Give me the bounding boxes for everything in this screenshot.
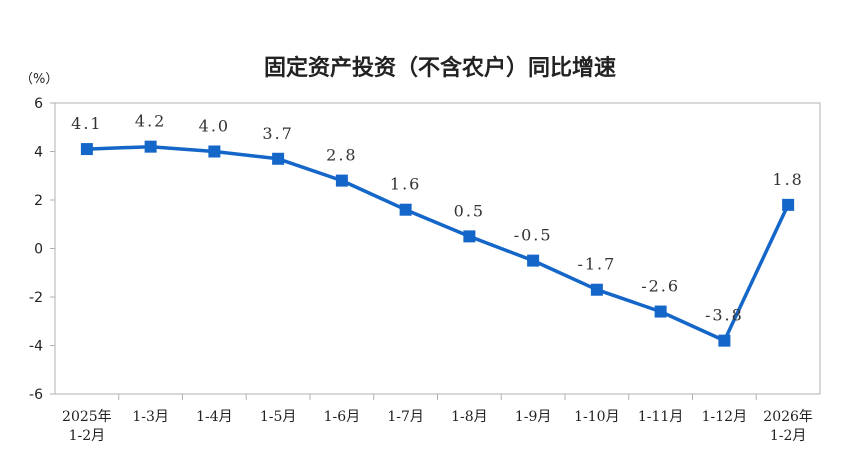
x-tick-label: 2026年 — [763, 409, 813, 425]
data-point-marker — [718, 334, 731, 347]
data-point-marker — [399, 203, 412, 216]
x-tick-label: 1-7月 — [387, 409, 424, 425]
data-label: 3.7 — [262, 124, 293, 143]
data-label: 4.0 — [199, 117, 230, 136]
data-point-marker — [463, 230, 476, 243]
data-label: 1.6 — [390, 175, 421, 194]
data-point-marker — [80, 143, 93, 156]
data-label: -1.7 — [577, 255, 616, 274]
x-tick-label: 1-8月 — [451, 409, 488, 425]
y-tick-label: -6 — [29, 387, 43, 403]
data-point-marker — [208, 145, 221, 158]
data-point-marker — [590, 283, 603, 296]
data-label: 4.2 — [135, 112, 166, 131]
data-point-marker — [335, 174, 348, 187]
x-tick-label: 1-12月 — [702, 409, 747, 425]
data-label: 0.5 — [454, 201, 485, 220]
y-tick-label: 4 — [34, 145, 43, 161]
data-label: -0.5 — [514, 226, 553, 245]
x-tick-label: 1-11月 — [638, 409, 683, 425]
data-label: -2.6 — [641, 277, 680, 296]
y-axis: 6 4 2 0 -2 -4 -6 — [29, 96, 55, 403]
x-tick-label: 1-2月 — [69, 428, 106, 444]
data-labels: 4.1 4.2 4.0 3.7 2.8 1.6 0.5 -0.5 -1.7 -2.6 -3.8 1.8 — [71, 112, 803, 325]
chart-title: 固定资产投资（不含农户）同比增速 — [264, 55, 616, 81]
data-label: 2.8 — [326, 146, 357, 165]
y-tick-label: -2 — [29, 290, 43, 306]
x-tick-label: 1-5月 — [260, 409, 297, 425]
y-tick-label: 2 — [34, 193, 43, 209]
data-point-marker — [527, 254, 540, 267]
y-tick-label: 6 — [34, 96, 43, 112]
x-tick-label: 1-6月 — [324, 409, 361, 425]
y-tick-label: -4 — [29, 339, 43, 355]
x-axis: 2025年 1-2月 1-3月 1-4月 1-5月 1-6月 1-7月 1-8月 1-9月 1-1… — [62, 394, 813, 444]
data-label: 4.1 — [71, 114, 102, 133]
series-markers — [80, 140, 795, 347]
series-line — [85, 144, 790, 343]
data-point-marker — [144, 140, 157, 153]
x-tick-label: 1-2月 — [770, 428, 807, 444]
x-tick-label: 1-10月 — [574, 409, 619, 425]
y-axis-unit-label: （%） — [20, 72, 58, 87]
data-point-marker — [272, 152, 285, 165]
x-tick-label: 1-9月 — [515, 409, 552, 425]
y-tick-label: 0 — [34, 242, 43, 258]
x-tick-label: 2025年 — [62, 409, 112, 425]
x-tick-label: 1-4月 — [196, 409, 233, 425]
data-label: 1.8 — [772, 170, 803, 189]
data-label: -3.8 — [705, 306, 744, 325]
data-point-marker — [782, 198, 795, 211]
data-point-marker — [654, 305, 667, 318]
x-tick-label: 1-3月 — [132, 409, 169, 425]
